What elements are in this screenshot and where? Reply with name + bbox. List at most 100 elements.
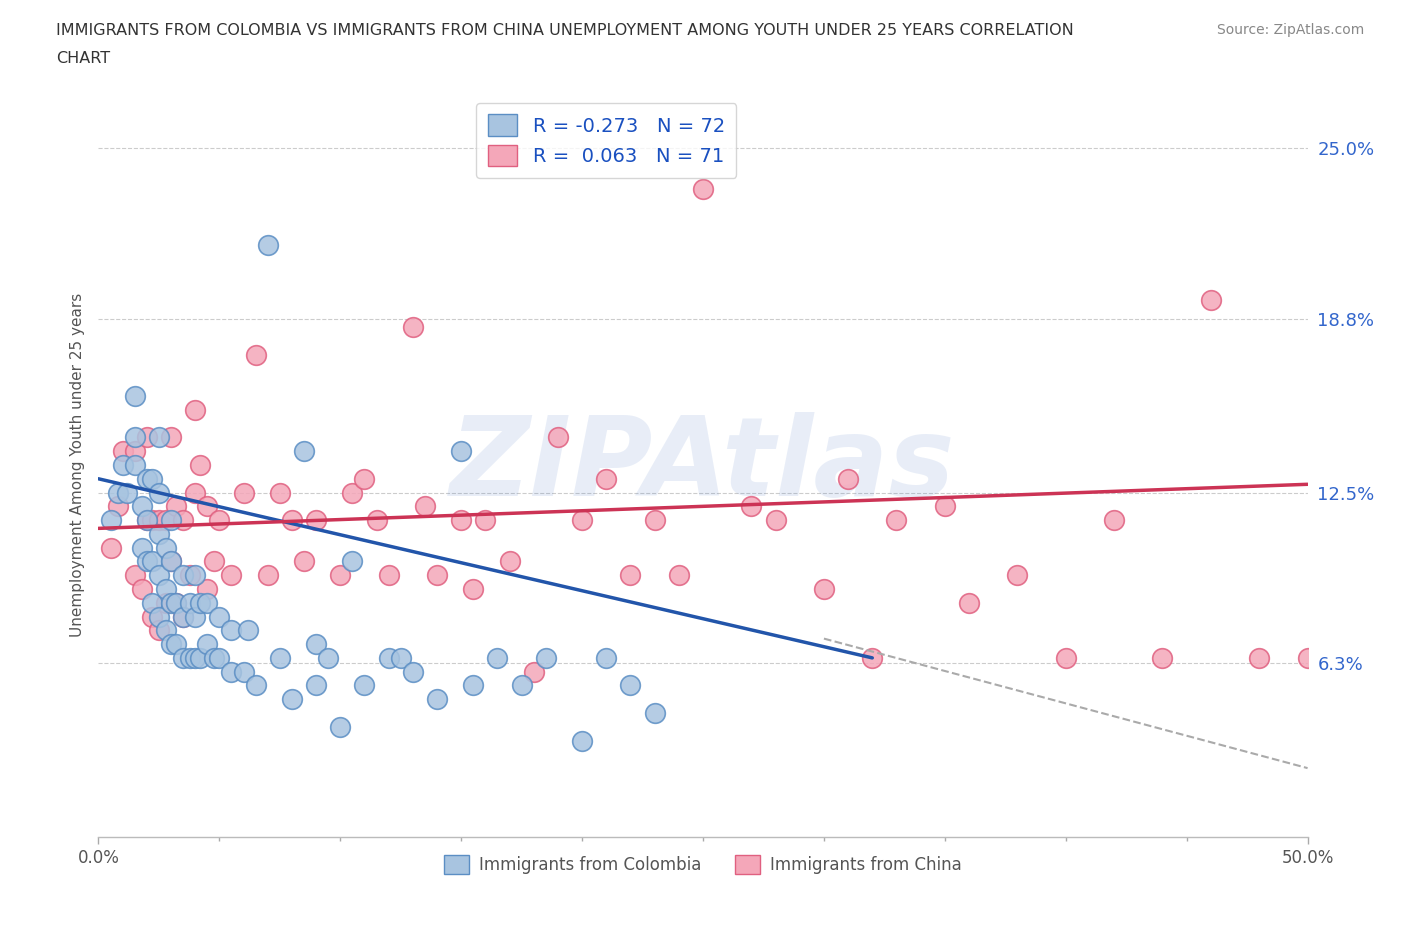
Point [353,472,375,486]
Point [160,512,183,527]
Point [135,472,157,486]
Point [644,512,666,527]
Point [595,472,617,486]
Point [107,498,129,513]
Point [172,609,194,624]
Point [342,554,364,569]
Point [148,485,170,500]
Point [124,444,146,458]
Point [413,498,436,513]
Point [269,650,291,665]
Point [353,678,375,693]
Point [131,498,153,513]
Point [141,609,163,624]
Point [547,430,569,445]
Point [204,650,226,665]
Point [269,485,291,500]
Point [595,650,617,665]
Point [208,609,231,624]
Point [245,678,267,693]
Point [474,512,496,527]
Point [165,595,187,610]
Point [111,458,134,472]
Point [141,472,163,486]
Point [111,444,134,458]
Point [644,706,666,721]
Point [124,568,146,583]
Point [450,512,472,527]
Point [860,650,883,665]
Point [221,568,243,583]
Point [188,458,211,472]
Point [184,609,207,624]
Point [165,637,187,652]
Point [184,403,207,418]
Point [571,733,593,748]
Point [377,650,399,665]
Point [523,664,546,679]
Point [100,512,122,527]
Point [765,512,787,527]
Point [957,595,980,610]
Point [155,623,177,638]
Point [124,389,146,404]
Point [1054,650,1077,665]
Point [329,719,352,734]
Point [117,485,139,500]
Point [1102,512,1125,527]
Point [245,347,267,362]
Point [1199,292,1222,307]
Point [195,637,218,652]
Point [165,498,187,513]
Point [256,237,278,252]
Point [148,430,170,445]
Point [148,623,170,638]
Point [155,512,177,527]
Point [172,512,194,527]
Point [135,512,157,527]
Text: CHART: CHART [56,51,110,66]
Point [619,678,641,693]
Point [510,678,533,693]
Point [195,595,218,610]
Point [1007,568,1029,583]
Point [148,568,170,583]
Point [486,650,509,665]
Point [135,512,157,527]
Legend: Immigrants from Colombia, Immigrants from China: Immigrants from Colombia, Immigrants fro… [437,849,969,881]
Point [204,554,226,569]
Point [402,320,425,335]
Text: IMMIGRANTS FROM COLOMBIA VS IMMIGRANTS FROM CHINA UNEMPLOYMENT AMONG YOUTH UNDER: IMMIGRANTS FROM COLOMBIA VS IMMIGRANTS F… [56,23,1074,38]
Point [886,512,908,527]
Point [131,581,153,596]
Point [619,568,641,583]
Point [188,595,211,610]
Point [160,595,183,610]
Point [100,540,122,555]
Point [165,595,187,610]
Point [1152,650,1174,665]
Point [148,526,170,541]
Point [160,554,183,569]
Point [148,609,170,624]
Point [305,512,328,527]
Point [232,485,254,500]
Text: Source: ZipAtlas.com: Source: ZipAtlas.com [1216,23,1364,37]
Point [221,664,243,679]
Point [155,595,177,610]
Point [837,472,859,486]
Point [1249,650,1271,665]
Point [155,540,177,555]
Point [148,512,170,527]
Point [571,512,593,527]
Point [281,692,304,707]
Point [281,512,304,527]
Point [124,430,146,445]
Point [131,540,153,555]
Point [342,485,364,500]
Point [534,650,557,665]
Point [934,498,956,513]
Point [463,678,485,693]
Point [232,664,254,679]
Y-axis label: Unemployment Among Youth under 25 years: Unemployment Among Youth under 25 years [69,293,84,637]
